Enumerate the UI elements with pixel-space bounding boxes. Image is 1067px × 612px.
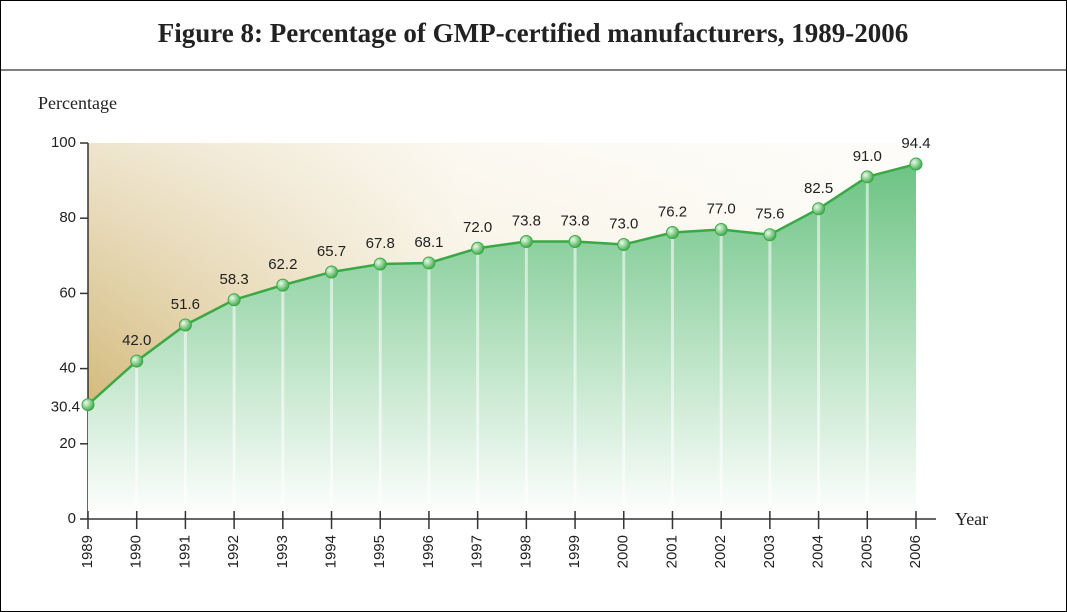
data-label: 91.0 — [853, 148, 882, 165]
data-label: 58.3 — [220, 271, 249, 288]
y-tick-label: 20 — [59, 435, 76, 452]
marker — [617, 238, 631, 252]
x-axis-label: Year — [955, 509, 988, 529]
data-label: 30.4 — [51, 399, 80, 416]
marker — [763, 228, 777, 242]
marker — [860, 170, 874, 184]
x-tick-label: 1992 — [225, 535, 242, 568]
y-tick-label: 40 — [59, 360, 76, 377]
data-label: 73.8 — [560, 212, 589, 229]
x-tick-label: 1995 — [371, 535, 388, 568]
data-label: 77.0 — [707, 200, 736, 217]
x-tick-label: 2003 — [761, 535, 778, 568]
x-tick-label: 1999 — [566, 535, 583, 568]
data-label: 42.0 — [122, 332, 151, 349]
data-label: 68.1 — [414, 234, 443, 251]
x-tick-label: 1994 — [322, 535, 339, 568]
marker — [471, 241, 485, 255]
data-label: 82.5 — [804, 180, 833, 197]
marker — [665, 225, 679, 239]
marker — [276, 278, 290, 292]
x-tick-label: 1991 — [176, 535, 193, 568]
marker — [812, 202, 826, 216]
area — [88, 164, 916, 519]
marker — [130, 354, 144, 368]
marker — [909, 157, 923, 171]
x-tick-label: 2000 — [615, 535, 632, 568]
x-tick-label: 1989 — [79, 535, 96, 568]
x-tick-label: 2001 — [663, 535, 680, 568]
y-axis-label: Percentage — [38, 93, 117, 113]
line — [87, 162, 917, 406]
x-tick-label: 1998 — [517, 535, 534, 568]
marker — [373, 257, 387, 271]
data-label: 73.0 — [609, 215, 638, 232]
marker — [422, 256, 436, 270]
data-label: 73.8 — [512, 212, 541, 229]
data-label: 65.7 — [317, 243, 346, 260]
x-tick-label: 1996 — [420, 535, 437, 568]
marker — [227, 293, 241, 307]
y-tick-label: 80 — [59, 209, 76, 226]
data-label: 76.2 — [658, 203, 687, 220]
x-tick-label: 2005 — [858, 535, 875, 568]
x-tick-label: 2002 — [712, 535, 729, 568]
chart-title: Figure 8: Percentage of GMP-certified ma… — [158, 18, 909, 48]
marker — [568, 235, 582, 249]
x-tick-label: 1993 — [274, 535, 291, 568]
x-tick-label: 1990 — [128, 535, 145, 568]
marker — [519, 235, 533, 249]
y-tick-label: 100 — [51, 134, 76, 151]
data-label: 67.8 — [366, 235, 395, 252]
marker — [81, 398, 95, 412]
y-tick-label: 0 — [68, 510, 76, 527]
x-tick-label: 2006 — [907, 535, 924, 568]
data-label: 62.2 — [268, 256, 297, 273]
data-label: 75.6 — [755, 206, 784, 223]
marker — [325, 265, 339, 279]
marker — [714, 222, 728, 236]
data-label: 94.4 — [901, 135, 930, 152]
x-tick-label: 1997 — [469, 535, 486, 568]
data-label: 51.6 — [171, 296, 200, 313]
y-tick-label: 60 — [59, 284, 76, 301]
data-label: 72.0 — [463, 219, 492, 236]
x-tick-label: 2004 — [810, 535, 827, 568]
marker — [178, 318, 192, 332]
